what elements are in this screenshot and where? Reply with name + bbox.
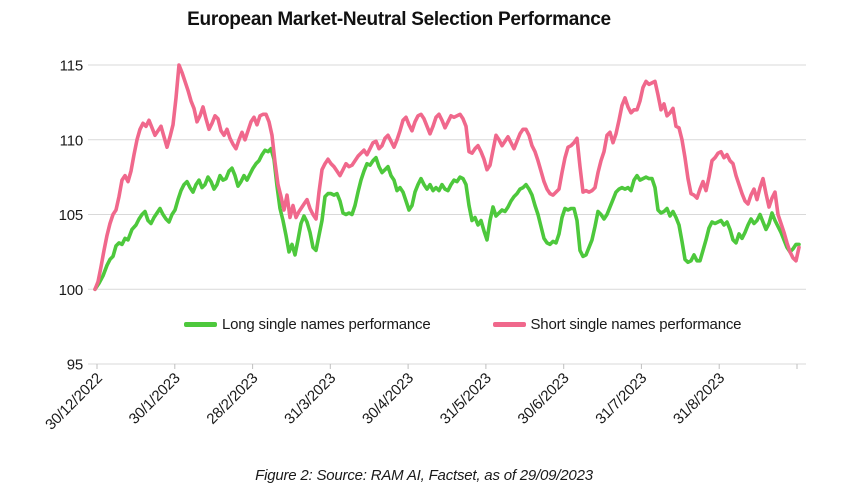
x-tick-label: 30/12/2022 xyxy=(42,370,106,434)
x-tick-label: 30/1/2023 xyxy=(126,370,184,428)
x-tick-label: 30/4/2023 xyxy=(359,370,417,428)
x-tick-label: 31/8/2023 xyxy=(670,370,728,428)
long-series-line-swatch-icon xyxy=(184,322,217,327)
short-series-line-swatch-icon xyxy=(492,322,526,327)
legend-label-long: Long single names performance xyxy=(222,316,431,333)
y-tick-label: 115 xyxy=(60,58,83,75)
legend-label-short: Short single names performance xyxy=(530,316,742,333)
series-line-short xyxy=(93,63,801,292)
x-tick-label: 28/2/2023 xyxy=(203,370,261,428)
legend-item-long: Long single names performance xyxy=(184,316,431,333)
series-line-long xyxy=(93,146,801,292)
x-tick-label: 31/5/2023 xyxy=(437,370,495,428)
y-tick-label: 110 xyxy=(60,132,83,149)
y-tick-label: 100 xyxy=(59,282,83,299)
legend-item-short: Short single names performance xyxy=(492,316,742,333)
figure-caption: Figure 2: Source: RAM AI, Factset, as of… xyxy=(255,467,593,484)
x-tick-label: 31/3/2023 xyxy=(281,370,339,428)
x-tick-label: 31/7/2023 xyxy=(592,370,650,428)
legend: Long single names performance Short sing… xyxy=(184,316,741,333)
x-tick-label: 30/6/2023 xyxy=(515,370,573,428)
y-tick-label: 105 xyxy=(59,207,83,224)
chart-title: European Market-Neutral Selection Perfor… xyxy=(187,9,611,30)
y-tick-label: 95 xyxy=(67,357,83,374)
